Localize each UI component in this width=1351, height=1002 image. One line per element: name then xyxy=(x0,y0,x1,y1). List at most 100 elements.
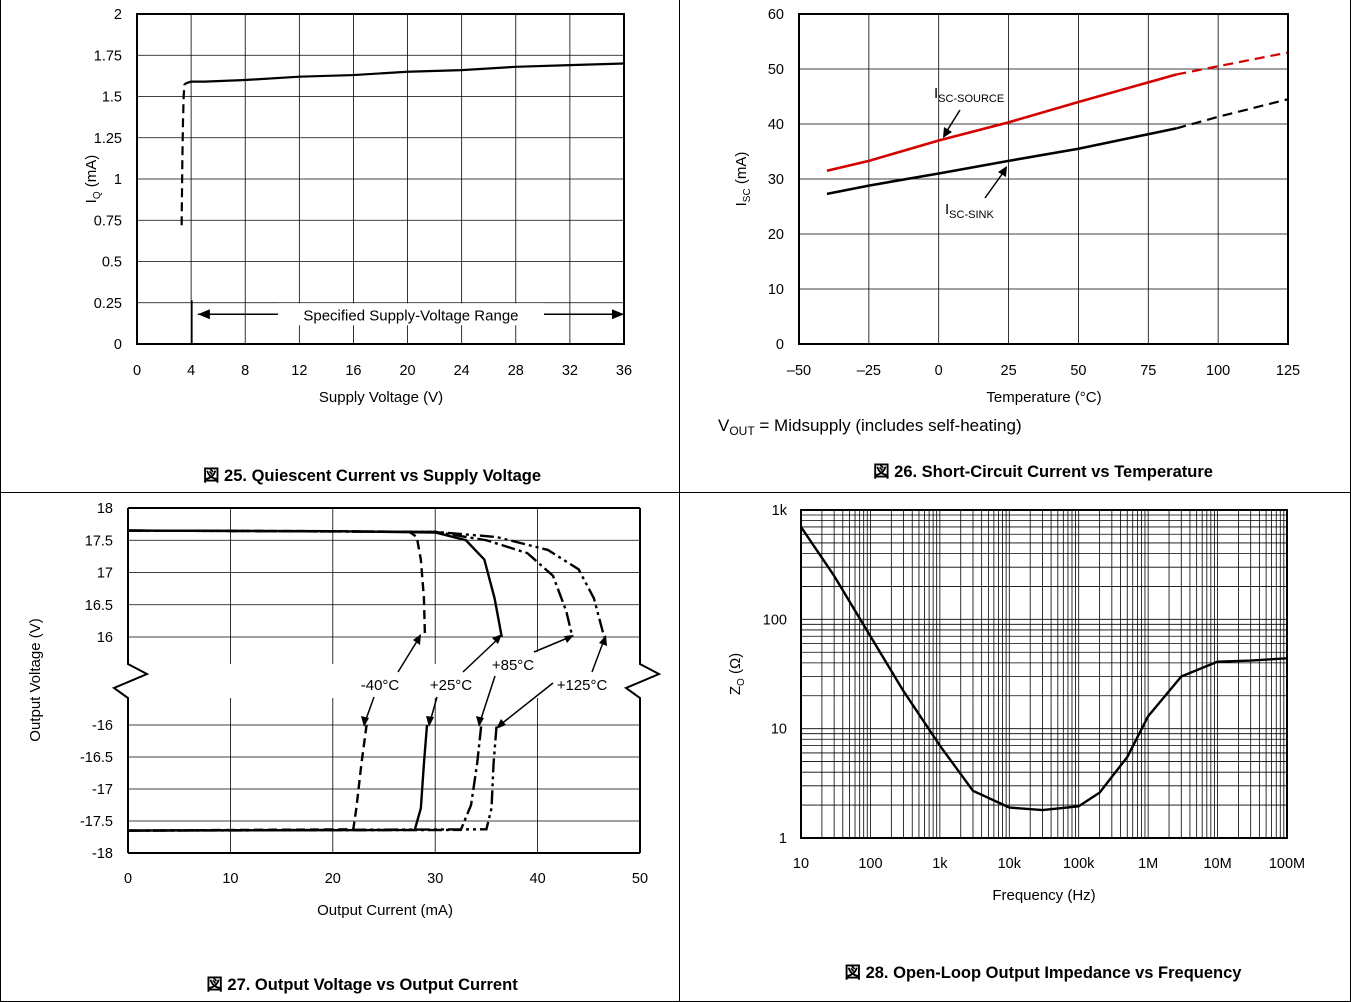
x-tick-label: 50 xyxy=(1070,363,1086,379)
x-tick-label: 8 xyxy=(241,363,249,379)
x-tick-label: 12 xyxy=(291,363,307,379)
callout-25-upper xyxy=(462,637,500,673)
x-tick-label: 0 xyxy=(124,871,132,887)
label-bg-125 xyxy=(546,672,618,696)
y-tick-label: 0.25 xyxy=(94,296,122,312)
y-tick-label: 18 xyxy=(97,501,113,517)
x-tick-label: 100 xyxy=(1206,363,1230,379)
sink-callout-line xyxy=(984,169,1006,199)
arrowhead-85-upper xyxy=(564,635,574,643)
arrowhead-left xyxy=(197,309,210,320)
chart-quiescent-current: 0 4 8 12 16 20 24 28 32 36 0 0.25 0.5 0.75 1 1.25 1.5 1.7… xyxy=(83,7,632,485)
x-tick-label: 32 xyxy=(562,363,578,379)
tick-labels: –50 –25 0 25 50 75 100 125 0 10 20 30 40 50 60 xyxy=(768,7,1300,379)
y-axis-label: IQ (mA) xyxy=(83,155,103,204)
chart-short-circuit-current: –50 –25 0 25 50 75 100 125 0 10 20 30 40 50 60 ISC-SOU… xyxy=(718,7,1300,481)
y-tick-label: 16.5 xyxy=(85,598,113,614)
frame-right-break xyxy=(623,508,662,853)
plot-series xyxy=(800,526,1288,812)
arrowhead-85-lower xyxy=(476,716,484,727)
y-tick-label: 20 xyxy=(768,227,784,243)
y-tick-label: 17 xyxy=(97,566,113,582)
series-line xyxy=(185,62,625,85)
y-tick-label: -17 xyxy=(92,782,113,798)
callout-125-lower xyxy=(499,682,554,726)
plot-frame xyxy=(798,13,1289,345)
series-line-lower xyxy=(127,724,483,832)
y-tick-label: 1 xyxy=(114,172,122,188)
chart-output-impedance: 10 100 1k 10k 100k 1M 10M 100M 1 10 100 1k Frequenc… xyxy=(727,503,1305,982)
frame-left-break xyxy=(111,508,150,853)
y-tick-label: 30 xyxy=(768,172,784,188)
x-tick-label: –50 xyxy=(787,363,811,379)
x-tick-label: 20 xyxy=(399,363,415,379)
series-line-upper xyxy=(127,529,574,638)
label-neg40: -40°C xyxy=(361,677,400,694)
figure-caption: 図 28. Open-Loop Output Impedance vs Freq… xyxy=(845,963,1243,982)
x-tick-label: 1M xyxy=(1138,856,1158,872)
y-tick-label: 0 xyxy=(776,337,784,353)
y-tick-label: -16 xyxy=(92,718,113,734)
y-tick-label: 1 xyxy=(779,831,787,847)
y-tick-label: 2 xyxy=(114,7,122,23)
range-annotation: Specified Supply-Voltage Range xyxy=(191,300,624,345)
arrowhead-right xyxy=(612,309,624,320)
tick-labels: 0 10 20 30 40 50 18 17.5 17 16.5 16 -16 -16.5 -17 -17.… xyxy=(80,501,648,887)
grid-lines xyxy=(800,510,1287,839)
grid-lines xyxy=(798,13,1289,345)
series-callouts: -40°C +25°C +85°C +125°C xyxy=(352,634,618,729)
label-125: +125°C xyxy=(557,677,608,694)
x-tick-label: 10 xyxy=(793,856,809,872)
y-tick-label: -16.5 xyxy=(80,750,113,766)
arrowhead-neg40-upper xyxy=(413,634,421,645)
plot-series xyxy=(180,62,625,226)
x-tick-label: –25 xyxy=(857,363,881,379)
x-tick-label: 10 xyxy=(222,871,238,887)
series-line xyxy=(800,526,1288,812)
arrowhead-neg40-lower xyxy=(361,716,369,727)
source-series-label: ISC-SOURCE xyxy=(934,85,1004,105)
x-tick-label: 16 xyxy=(345,363,361,379)
label-85: +85°C xyxy=(492,657,534,674)
y-axis-label: ZO (Ω) xyxy=(727,653,747,695)
x-tick-label: 50 xyxy=(632,871,648,887)
series-line-solid xyxy=(826,73,1177,173)
x-tick-label: 100k xyxy=(1063,856,1095,872)
y-tick-label: -17.5 xyxy=(80,814,113,830)
series-line-lower xyxy=(127,724,498,832)
series-callouts: ISC-SOURCE ISC-SINK xyxy=(934,85,1007,221)
label-bg-25 xyxy=(422,672,480,696)
figure-caption: 図 27. Output Voltage vs Output Current xyxy=(206,975,518,994)
x-tick-label: 30 xyxy=(427,871,443,887)
callout-neg40-upper xyxy=(397,637,420,673)
arrowhead-125-lower xyxy=(496,719,506,729)
y-tick-label: 10 xyxy=(768,282,784,298)
source-callout-arrowhead xyxy=(943,127,952,138)
arrowhead-25-upper xyxy=(492,634,502,644)
x-tick-label: 36 xyxy=(616,363,632,379)
chart-output-voltage: 0 10 20 30 40 50 18 17.5 17 16.5 16 -16 -16.5 -17 -17.… xyxy=(27,501,662,994)
x-axis-label: Output Current (mA) xyxy=(317,902,453,919)
y-tick-label: 100 xyxy=(763,612,787,628)
tick-labels: 0 4 8 12 16 20 24 28 32 36 0 0.25 0.5 0.75 1 1.25 1.5 1.7… xyxy=(94,7,632,379)
figure-caption: 図 26. Short-Circuit Current vs Temperatu… xyxy=(873,462,1213,481)
callout-85-upper xyxy=(533,636,571,653)
x-axis-label: Supply Voltage (V) xyxy=(319,389,443,406)
x-tick-label: 75 xyxy=(1140,363,1156,379)
x-tick-label: 0 xyxy=(935,363,943,379)
series-line-dashed xyxy=(1176,51,1289,76)
callout-85-lower xyxy=(479,675,496,723)
arrowhead-125-upper xyxy=(599,635,607,646)
range-label-bg xyxy=(277,303,544,326)
x-tick-label: 10M xyxy=(1203,856,1231,872)
y-tick-label: 1.5 xyxy=(102,90,122,106)
series-line-upper xyxy=(127,529,606,638)
y-tick-label: -18 xyxy=(92,846,113,862)
x-tick-label: 1k xyxy=(932,856,948,872)
series-line-upper xyxy=(127,529,427,638)
grid-lines xyxy=(136,13,625,345)
x-tick-label: 10k xyxy=(998,856,1022,872)
callout-125-upper xyxy=(591,639,605,673)
y-tick-label: 50 xyxy=(768,62,784,78)
